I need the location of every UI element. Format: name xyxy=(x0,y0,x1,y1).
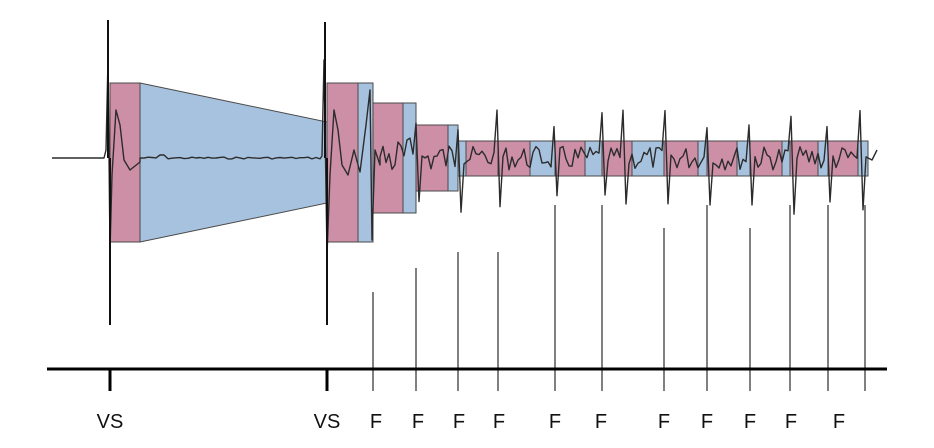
label-f4: F xyxy=(493,411,505,433)
vs1-block xyxy=(109,82,328,243)
vs-spikes xyxy=(107,20,328,325)
label-f6: F xyxy=(595,411,607,433)
label-f11: F xyxy=(833,411,845,433)
label-f9: F xyxy=(744,411,756,433)
label-f3: F xyxy=(453,411,465,433)
f-marker-lines xyxy=(372,205,866,369)
vs2-block xyxy=(326,82,374,243)
signal-trace xyxy=(52,59,878,256)
label-f7: F xyxy=(658,411,670,433)
label-f8: F xyxy=(701,411,713,433)
label-f10: F xyxy=(785,411,797,433)
label-f2: F xyxy=(412,411,424,433)
axis-ticks xyxy=(108,369,866,391)
band-segment-4 xyxy=(529,140,556,177)
label-f5: F xyxy=(549,411,561,433)
axis-labels: VS VS F F F F F F F F F F F xyxy=(97,411,845,433)
label-f1: F xyxy=(370,411,382,433)
f1-blue-box xyxy=(402,102,417,214)
vs2-pink-box xyxy=(326,82,359,243)
steady-state-band xyxy=(457,140,869,177)
vs1-blue-trapezoid xyxy=(139,82,328,243)
label-vs2: VS xyxy=(314,411,341,433)
band-segment-8 xyxy=(631,140,665,177)
label-vs1: VS xyxy=(97,411,124,433)
